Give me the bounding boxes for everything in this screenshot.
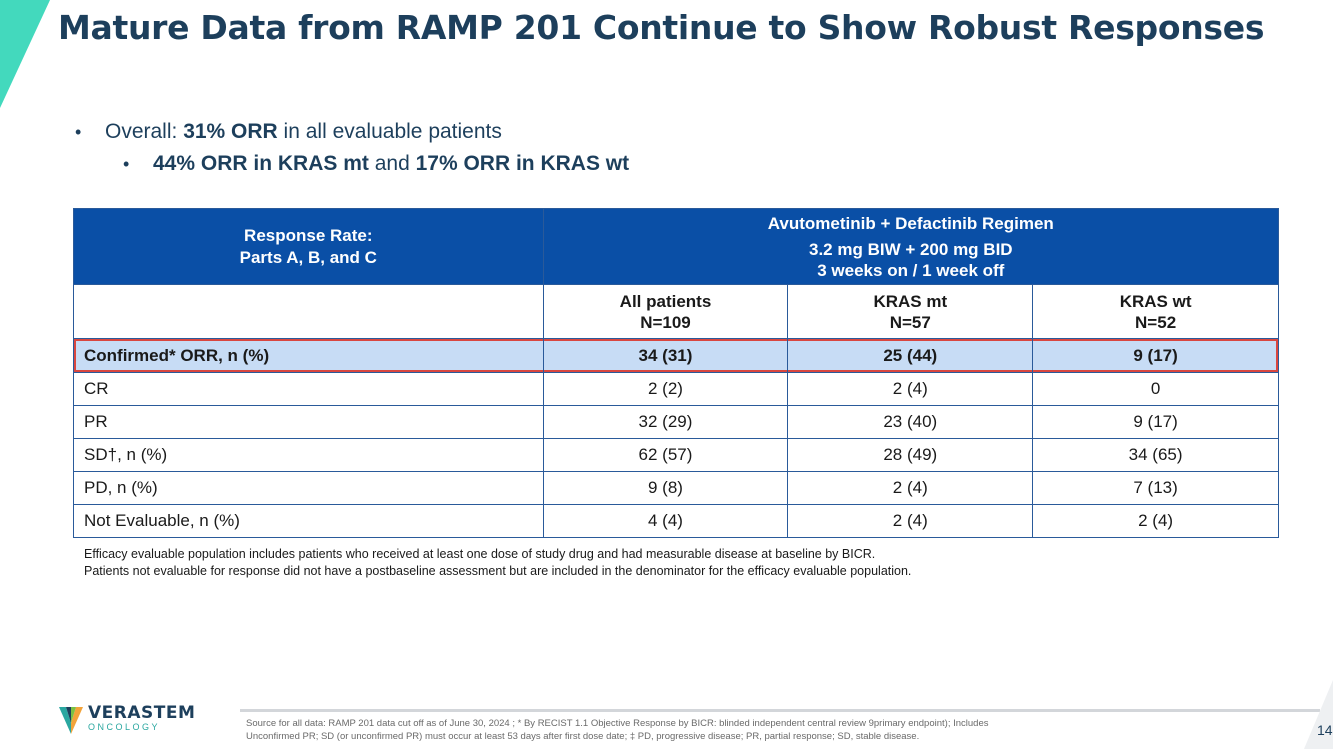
cell-value: 2 (2) <box>542 372 789 406</box>
verastem-v-logo-icon <box>59 707 83 734</box>
cell-value: 32 (29) <box>542 405 789 439</box>
bullet-overall-suffix: in all evaluable patients <box>277 120 502 143</box>
source-footnote: Source for all data: RAMP 201 data cut o… <box>246 717 1246 743</box>
column-header: KRAS mt N=57 <box>787 284 1034 339</box>
note-line: Efficacy evaluable population includes p… <box>84 547 876 561</box>
note-line: Patients not evaluable for response did … <box>84 564 912 578</box>
cell-value: 62 (57) <box>542 438 789 472</box>
column-name: KRAS wt <box>1119 291 1192 311</box>
cell-value: 2 (4) <box>787 372 1034 406</box>
row-label-header-line2: Parts A, B, and C <box>239 247 377 267</box>
bullet-overall: • Overall: 31% ORR in all evaluable pati… <box>75 120 629 144</box>
verastem-logo: VERASTEM ONCOLOGY <box>58 705 195 735</box>
table-header-row: Response Rate: Parts A, B, and C Avutome… <box>73 208 1280 285</box>
row-label: PR <box>73 405 544 439</box>
cell-value: 2 (4) <box>787 504 1034 538</box>
cell-value: 2 (4) <box>787 471 1034 505</box>
logo-text: VERASTEM ONCOLOGY <box>88 705 195 733</box>
footer-divider <box>240 709 1320 712</box>
column-name: KRAS mt <box>873 291 948 311</box>
row-label-header: Response Rate: Parts A, B, and C <box>73 208 544 285</box>
regimen-header-line1: Avutometinib + Defactinib Regimen <box>767 214 1054 233</box>
table-notes: Efficacy evaluable population includes p… <box>84 546 911 580</box>
logo-word: VERASTEM <box>88 703 196 723</box>
column-header: All patients N=109 <box>542 284 789 339</box>
corner-accent <box>1304 680 1333 749</box>
column-header-row: All patients N=109 KRAS mt N=57 KRAS wt N=5… <box>73 284 1279 339</box>
column-name: All patients <box>619 291 712 311</box>
accent-shape <box>0 0 50 108</box>
slide-title: Mature Data from RAMP 201 Continue to Sh… <box>58 8 1265 47</box>
regimen-header-line2: 3.2 mg BIW + 200 mg BID <box>808 240 1013 259</box>
cell-value: 9 (8) <box>542 471 789 505</box>
row-label: Confirmed* ORR, n (%) <box>73 338 544 373</box>
cell-value: 34 (65) <box>1032 438 1279 472</box>
logo-sub: ONCOLOGY <box>88 722 161 732</box>
bullet-kras-and: and <box>368 152 416 175</box>
bullet-kras-text: 44% ORR in KRAS mt and 17% ORR in KRAS w… <box>153 152 629 176</box>
column-header-empty <box>73 284 544 339</box>
cell-value: 34 (31) <box>542 338 789 373</box>
table-row-cr: CR 2 (2) 2 (4) 0 <box>73 372 1279 406</box>
cell-value: 28 (49) <box>787 438 1034 472</box>
row-label: PD, n (%) <box>73 471 544 505</box>
row-label: SD†, n (%) <box>73 438 544 472</box>
cell-value: 2 (4) <box>1032 504 1279 538</box>
source-line: Unconfirmed PR; SD (or unconfirmed PR) m… <box>246 731 920 742</box>
row-label-header-line1: Response Rate: <box>244 225 373 245</box>
page-number: 14 <box>1317 722 1333 738</box>
table-row-pr: PR 32 (29) 23 (40) 9 (17) <box>73 405 1279 439</box>
response-table: Response Rate: Parts A, B, and C Avutome… <box>73 208 1280 538</box>
bullet-kras: • 44% ORR in KRAS mt and 17% ORR in KRAS… <box>123 152 629 176</box>
column-n: N=57 <box>889 312 931 332</box>
row-label: Not Evaluable, n (%) <box>73 504 544 538</box>
regimen-header: Avutometinib + Defactinib Regimen 3.2 mg… <box>542 208 1280 285</box>
regimen-header-line3: 3 weeks on / 1 week off <box>817 261 1005 280</box>
cell-value: 4 (4) <box>542 504 789 538</box>
bullet-overall-orr: 31% ORR <box>183 120 278 143</box>
bullet-list: • Overall: 31% ORR in all evaluable pati… <box>75 120 629 176</box>
bullet-kras-mt: 44% ORR in KRAS mt <box>153 152 369 175</box>
column-header: KRAS wt N=52 <box>1032 284 1279 339</box>
cell-value: 9 (17) <box>1032 338 1279 373</box>
table-row-confirmed-orr: Confirmed* ORR, n (%) 34 (31) 25 (44) 9 … <box>73 338 1279 373</box>
cell-value: 23 (40) <box>787 405 1034 439</box>
column-n: N=52 <box>1135 312 1177 332</box>
column-n: N=109 <box>640 312 691 332</box>
cell-value: 25 (44) <box>787 338 1034 373</box>
source-line: Source for all data: RAMP 201 data cut o… <box>246 718 989 729</box>
table-row-pd: PD, n (%) 9 (8) 2 (4) 7 (13) <box>73 471 1279 505</box>
row-label: CR <box>73 372 544 406</box>
table-row-not-evaluable: Not Evaluable, n (%) 4 (4) 2 (4) 2 (4) <box>73 504 1279 538</box>
bullet-dot-icon: • <box>123 154 130 174</box>
bullet-kras-wt: 17% ORR in KRAS wt <box>415 152 630 175</box>
bullet-overall-text: Overall: 31% ORR in all evaluable patien… <box>105 120 502 144</box>
bullet-overall-prefix: Overall: <box>105 120 184 143</box>
cell-value: 7 (13) <box>1032 471 1279 505</box>
cell-value: 0 <box>1032 372 1279 406</box>
cell-value: 9 (17) <box>1032 405 1279 439</box>
bullet-dot-icon: • <box>75 122 82 142</box>
table-row-sd: SD†, n (%) 62 (57) 28 (49) 34 (65) <box>73 438 1279 472</box>
